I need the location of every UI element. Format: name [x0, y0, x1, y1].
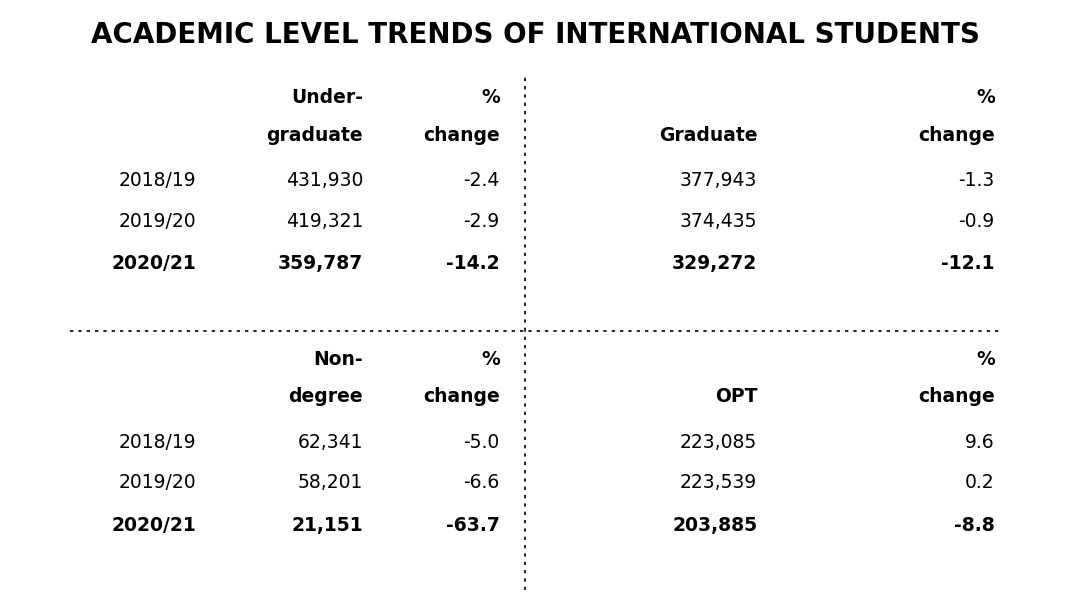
Text: -8.8: -8.8 — [954, 516, 995, 534]
Text: change: change — [918, 126, 995, 145]
Text: -63.7: -63.7 — [446, 516, 500, 534]
Text: 223,539: 223,539 — [681, 473, 758, 492]
Text: -14.2: -14.2 — [446, 254, 500, 273]
Text: -12.1: -12.1 — [942, 254, 995, 273]
Text: change: change — [423, 387, 500, 406]
Text: Graduate: Graduate — [659, 126, 758, 145]
Text: 58,201: 58,201 — [297, 473, 363, 492]
Text: %: % — [480, 350, 500, 368]
Text: change: change — [918, 387, 995, 406]
Text: -5.0: -5.0 — [463, 433, 500, 452]
Text: 62,341: 62,341 — [297, 433, 363, 452]
Text: 21,151: 21,151 — [292, 516, 363, 534]
Text: OPT: OPT — [715, 387, 758, 406]
Text: -2.9: -2.9 — [463, 212, 500, 230]
Text: 203,885: 203,885 — [672, 516, 758, 534]
Text: change: change — [423, 126, 500, 145]
Text: ACADEMIC LEVEL TRENDS OF INTERNATIONAL STUDENTS: ACADEMIC LEVEL TRENDS OF INTERNATIONAL S… — [91, 21, 979, 49]
Text: 2018/19: 2018/19 — [119, 433, 197, 452]
Text: 223,085: 223,085 — [681, 433, 758, 452]
Text: 2020/21: 2020/21 — [111, 254, 197, 273]
Text: Non-: Non- — [314, 350, 363, 368]
Text: -2.4: -2.4 — [463, 171, 500, 190]
Text: 2019/20: 2019/20 — [119, 473, 197, 492]
Text: 431,930: 431,930 — [286, 171, 363, 190]
Text: 0.2: 0.2 — [965, 473, 995, 492]
Text: -1.3: -1.3 — [959, 171, 995, 190]
Text: 377,943: 377,943 — [679, 171, 758, 190]
Text: graduate: graduate — [266, 126, 363, 145]
Text: %: % — [480, 88, 500, 107]
Text: %: % — [976, 88, 995, 107]
Text: -0.9: -0.9 — [959, 212, 995, 230]
Text: %: % — [976, 350, 995, 368]
Text: 374,435: 374,435 — [679, 212, 758, 230]
Text: Under-: Under- — [291, 88, 363, 107]
Text: -6.6: -6.6 — [463, 473, 500, 492]
Text: 2019/20: 2019/20 — [119, 212, 197, 230]
Text: 359,787: 359,787 — [278, 254, 363, 273]
Text: 2018/19: 2018/19 — [119, 171, 197, 190]
Text: 9.6: 9.6 — [965, 433, 995, 452]
Text: 2020/21: 2020/21 — [111, 516, 197, 534]
Text: 329,272: 329,272 — [672, 254, 758, 273]
Text: degree: degree — [289, 387, 363, 406]
Text: 419,321: 419,321 — [286, 212, 363, 230]
